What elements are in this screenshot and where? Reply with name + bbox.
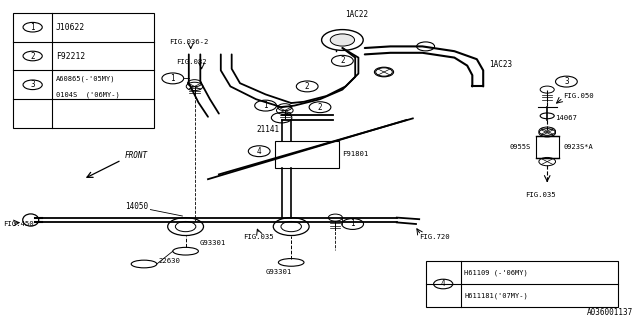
Text: FIG.720: FIG.720 (419, 234, 450, 240)
Text: 3: 3 (30, 80, 35, 89)
Text: 4: 4 (257, 147, 262, 156)
Text: 1AC22: 1AC22 (346, 10, 369, 19)
Bar (13, 13, 154, 128)
Text: 1: 1 (170, 74, 175, 83)
Text: 21141: 21141 (256, 125, 279, 134)
Text: 1: 1 (350, 220, 355, 228)
Text: 4: 4 (441, 279, 445, 289)
Text: 0104S  ('06MY-): 0104S ('06MY-) (56, 92, 120, 98)
Text: 14050: 14050 (125, 202, 148, 211)
Text: 2: 2 (317, 103, 323, 112)
Text: H611181('07MY-): H611181('07MY-) (464, 292, 528, 299)
Text: 3: 3 (564, 77, 569, 86)
Text: FIG.050: FIG.050 (563, 93, 594, 99)
Text: A036001137: A036001137 (588, 308, 634, 317)
Text: 1AC23: 1AC23 (490, 60, 513, 68)
Text: FIG.450: FIG.450 (3, 221, 34, 227)
Text: G93301: G93301 (200, 240, 226, 246)
Text: H61109 (-'06MY): H61109 (-'06MY) (464, 269, 528, 276)
Ellipse shape (330, 34, 355, 46)
Bar (536, 136, 559, 158)
Text: 2: 2 (340, 56, 345, 65)
Text: A60865(-'05MY): A60865(-'05MY) (56, 76, 115, 82)
Bar (275, 141, 339, 168)
Text: FIG.036-2: FIG.036-2 (170, 39, 209, 44)
Text: F92212: F92212 (56, 52, 85, 60)
Text: 1: 1 (263, 101, 268, 110)
Text: 2: 2 (305, 82, 310, 91)
Text: 1: 1 (30, 23, 35, 32)
Text: 2: 2 (30, 52, 35, 60)
Text: FIG.035: FIG.035 (243, 234, 274, 240)
Text: 14067: 14067 (555, 116, 577, 121)
Text: 22630: 22630 (158, 258, 180, 264)
Text: 0955S: 0955S (510, 144, 531, 150)
Text: 0923S*A: 0923S*A (563, 144, 593, 150)
Text: FIG.082: FIG.082 (176, 60, 207, 65)
Bar (426, 261, 618, 307)
Text: G93301: G93301 (265, 269, 292, 275)
Text: FIG.035: FIG.035 (525, 192, 556, 198)
Text: J10622: J10622 (56, 23, 85, 32)
Text: FRONT: FRONT (125, 151, 148, 160)
Text: F91801: F91801 (342, 151, 369, 157)
